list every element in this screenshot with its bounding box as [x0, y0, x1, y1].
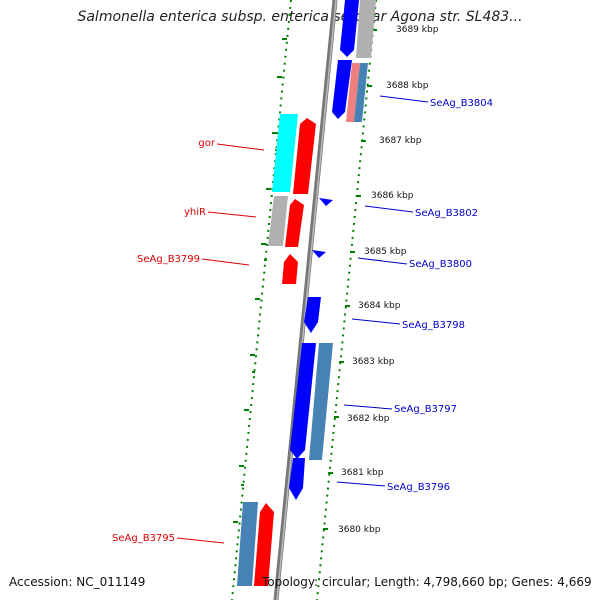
gene-label[interactable]: gor [198, 138, 215, 149]
reverse-features [237, 114, 316, 586]
tick-label: 3684 kbp [358, 301, 401, 311]
feature-forward [319, 198, 333, 206]
feature-forward-alt [309, 343, 333, 460]
feature-reverse [285, 199, 304, 247]
gene-label[interactable]: SeAg_B3797 [394, 404, 457, 415]
topology-text: Topology: circular; Length: 4,798,660 bp… [262, 575, 592, 589]
gene-label[interactable]: SeAg_B3802 [415, 208, 478, 219]
tick-label: 3681 kbp [341, 468, 384, 478]
tick-label: 3682 kbp [347, 414, 390, 424]
accession-text: Accession: NC_011149 [9, 575, 146, 589]
tick-label: 3686 kbp [371, 191, 414, 201]
gene-label[interactable]: SeAg_B3799 [137, 254, 200, 265]
gene-label[interactable]: SeAg_B3796 [387, 482, 450, 493]
feature-forward-alt [346, 63, 360, 122]
tick-label: 3689 kbp [396, 25, 439, 35]
feature-forward-alt [354, 63, 368, 122]
feature-reverse-alt [272, 114, 298, 192]
feature-forward [312, 250, 326, 258]
tick-label: 3683 kbp [352, 357, 395, 367]
leader-lines [176, 95, 429, 544]
tick-label: 3685 kbp [364, 247, 407, 257]
feature-forward [290, 343, 316, 459]
forward-features [289, 0, 376, 500]
feature-reverse [254, 503, 274, 586]
feature-forward [340, 0, 359, 57]
feature-forward [304, 297, 321, 333]
feature-reverse [282, 254, 298, 284]
feature-other [268, 196, 288, 246]
feature-reverse [293, 118, 316, 194]
map-title: Salmonella enterica subsp. enterica sero… [77, 9, 523, 25]
feature-forward [332, 60, 352, 119]
backbone [273, 0, 338, 600]
gene-label[interactable]: yhiR [184, 207, 206, 218]
gene-label[interactable]: SeAg_B3800 [409, 259, 472, 270]
feature-other [356, 0, 376, 58]
inner-tick-marks [233, 38, 287, 523]
tick-label: 3688 kbp [386, 81, 429, 91]
gene-label[interactable]: SeAg_B3798 [402, 320, 465, 331]
feature-reverse-alt [237, 502, 258, 586]
inner-dotted-track [231, 0, 292, 600]
tick-label: 3680 kbp [338, 525, 381, 535]
outer-dotted-track [316, 0, 377, 600]
gene-label[interactable]: SeAg_B3804 [430, 98, 493, 109]
gene-label[interactable]: SeAg_B3795 [112, 533, 175, 544]
feature-forward [289, 458, 305, 500]
backbone-highlight [276, 0, 337, 600]
tick-label: 3687 kbp [379, 136, 422, 146]
